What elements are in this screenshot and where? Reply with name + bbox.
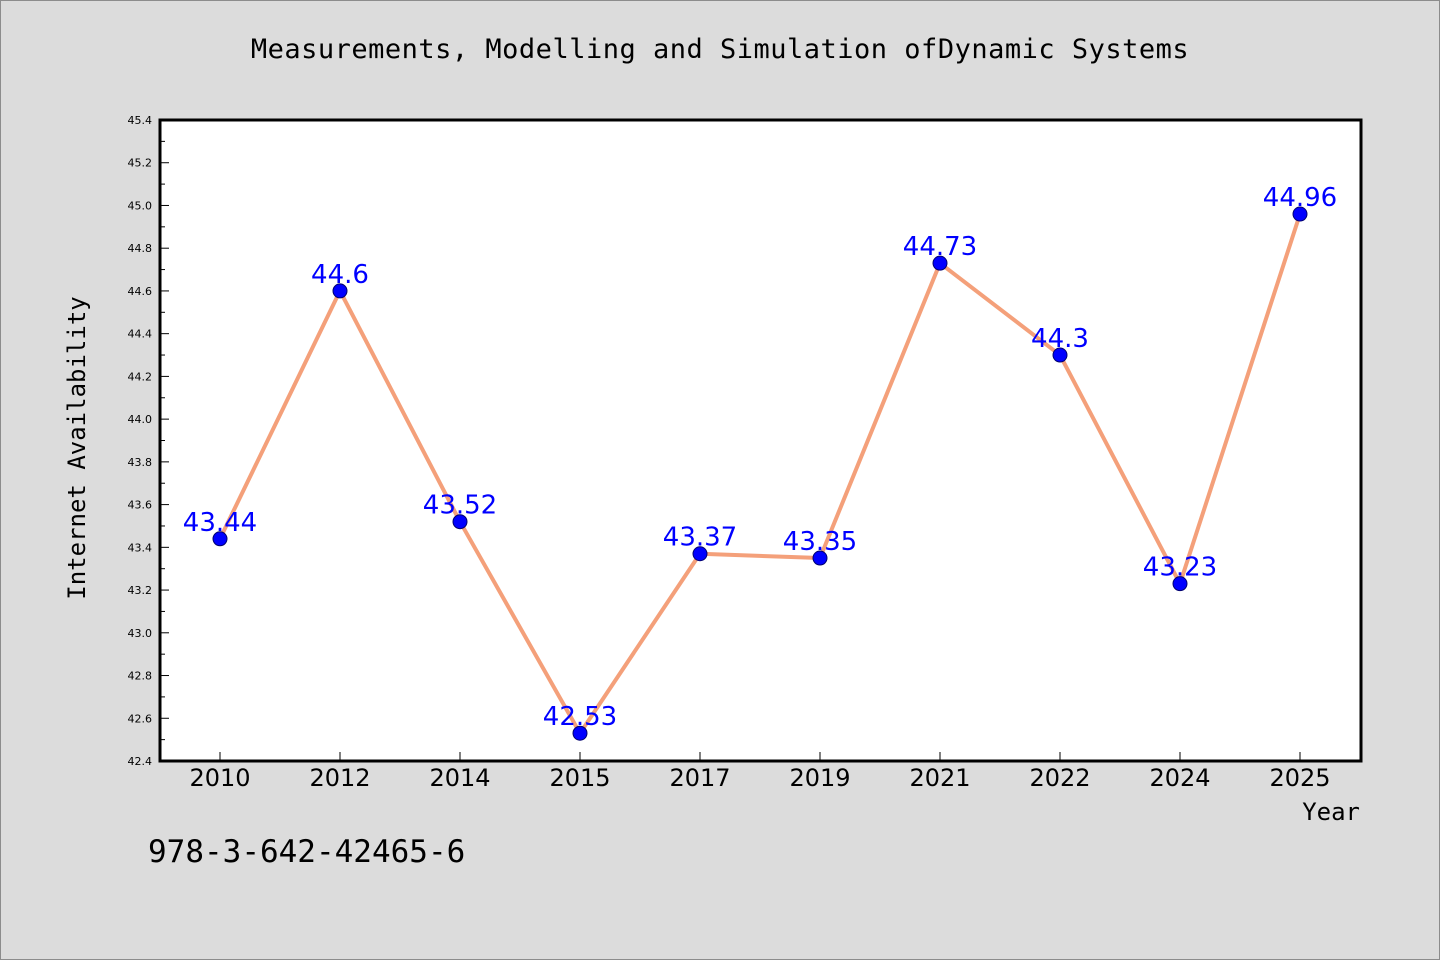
y-tick-label: 43.4 <box>128 541 153 554</box>
y-axis-label: Internet Availability <box>63 296 91 599</box>
data-label: 42.53 <box>543 702 617 732</box>
data-label: 44.96 <box>1263 183 1337 213</box>
y-tick-label: 43.0 <box>128 627 153 640</box>
data-label: 43.35 <box>783 527 857 557</box>
data-label: 43.44 <box>183 508 257 538</box>
data-point <box>212 531 228 547</box>
y-tick-label: 45.2 <box>128 157 153 170</box>
data-point <box>1052 347 1068 363</box>
data-point <box>932 255 948 271</box>
y-tick-label: 43.6 <box>128 499 153 512</box>
data-label: 44.6 <box>311 260 369 290</box>
x-tick-label: 2019 <box>789 764 850 792</box>
x-tick-label: 2015 <box>549 764 610 792</box>
isbn-note: 978-3-642-42465-6 <box>148 834 466 870</box>
data-label: 44.3 <box>1031 324 1089 354</box>
x-tick-label: 2012 <box>309 764 370 792</box>
y-tick-label: 44.6 <box>128 285 153 298</box>
chart-title: Measurements, Modelling and Simulation o… <box>250 34 1190 65</box>
x-tick-label: 2010 <box>189 764 250 792</box>
data-point <box>572 725 588 741</box>
x-tick-label: 2025 <box>1269 764 1330 792</box>
data-point <box>812 550 828 566</box>
y-tick-label: 45.0 <box>128 199 153 212</box>
data-label: 43.37 <box>663 523 737 553</box>
y-tick-label: 42.6 <box>128 712 153 725</box>
data-label: 43.52 <box>423 491 497 521</box>
y-tick-label: 44.4 <box>128 328 153 341</box>
data-point <box>1292 206 1308 222</box>
y-axis: 42.4 42.6 42.8 43.0 43.2 43.4 43.6 43.8 44.0 44.2… <box>128 114 169 768</box>
x-tick-label: 2021 <box>909 764 970 792</box>
data-point <box>332 283 348 299</box>
y-tick-label: 42.4 <box>128 755 153 768</box>
y-tick-label: 42.8 <box>128 670 153 683</box>
data-label: 43.23 <box>1143 553 1217 583</box>
series-layer <box>212 206 1308 741</box>
x-axis-label: Year <box>1302 798 1360 826</box>
series-line <box>218 213 1302 736</box>
data-labels: 43.44 44.6 43.52 42.53 43.37 43.35 44.73 44.3 43… <box>183 183 1337 732</box>
y-tick-label: 43.8 <box>128 456 153 469</box>
y-tick-label: 44.0 <box>128 413 153 426</box>
y-tick-label: 45.4 <box>128 114 153 127</box>
x-tick-label: 2014 <box>429 764 490 792</box>
y-tick-label: 44.2 <box>128 370 153 383</box>
x-tick-label: 2022 <box>1029 764 1090 792</box>
data-label: 44.73 <box>903 232 977 262</box>
data-point <box>1172 576 1188 592</box>
plot-area <box>158 118 1363 763</box>
data-point <box>692 546 708 562</box>
x-axis: 2010 2012 2014 2015 2017 2019 2021 2022 2024 2025 <box>189 752 1331 792</box>
data-point <box>452 514 468 530</box>
x-tick-label: 2024 <box>1149 764 1210 792</box>
y-tick-label: 44.8 <box>128 242 153 255</box>
x-tick-label: 2017 <box>669 764 730 792</box>
y-tick-label: 43.2 <box>128 584 153 597</box>
